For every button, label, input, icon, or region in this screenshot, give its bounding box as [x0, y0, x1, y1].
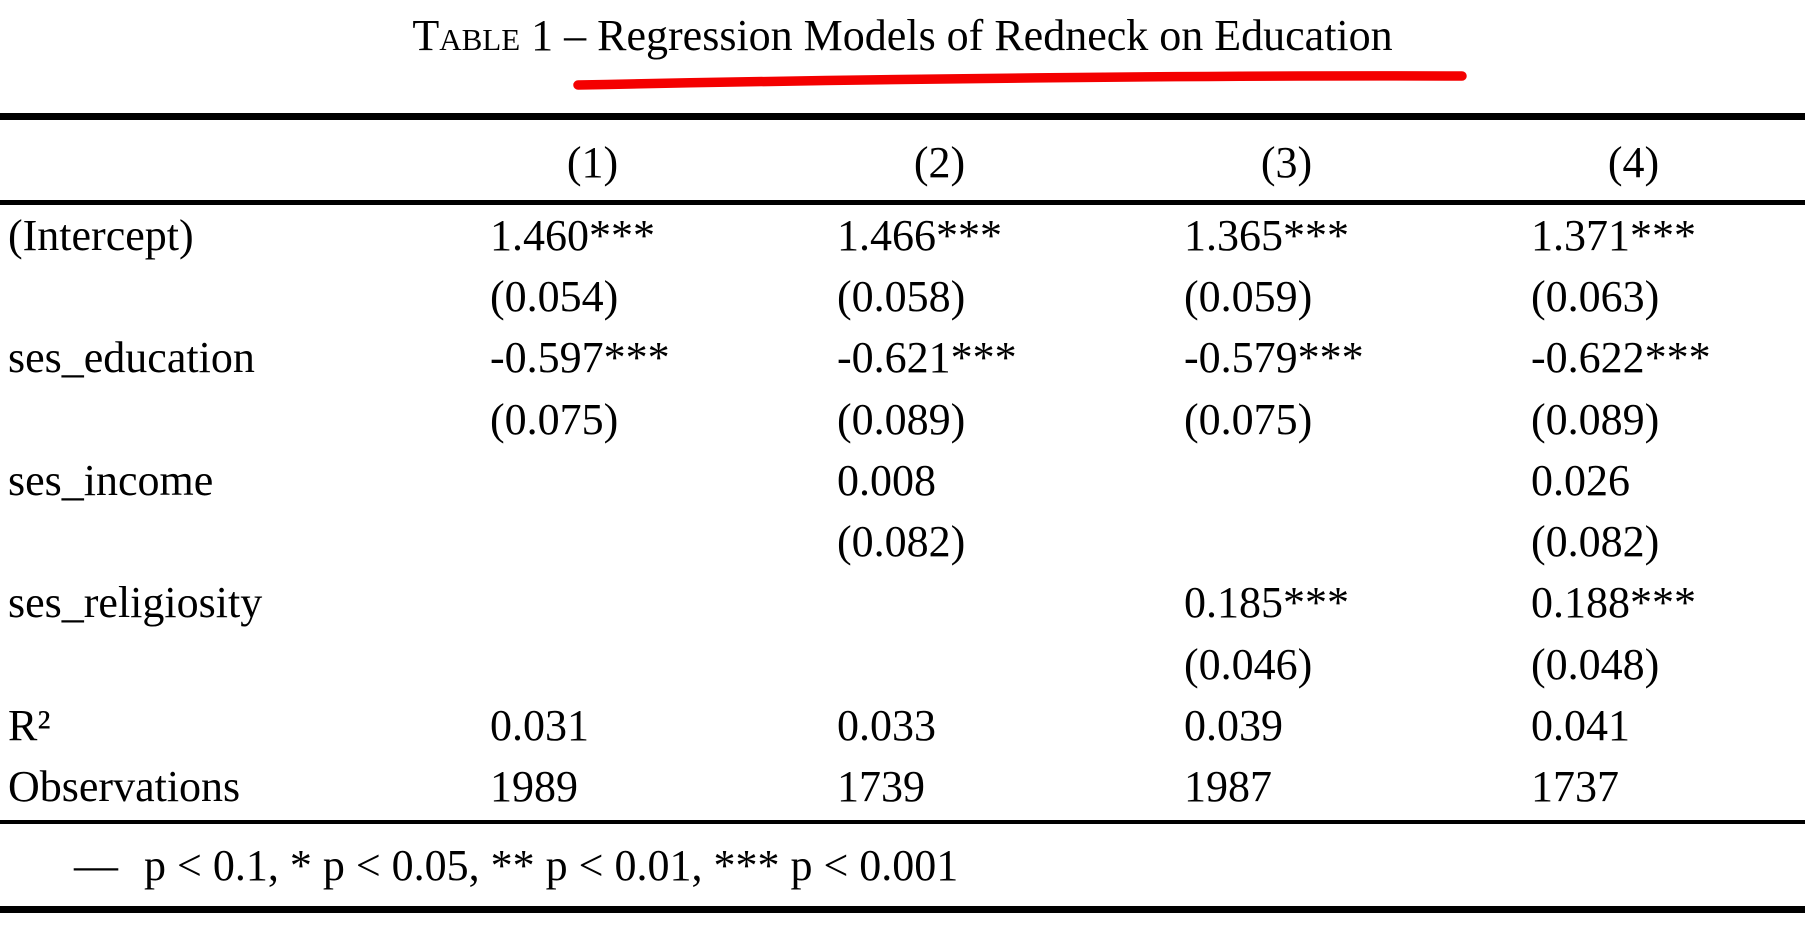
significance-note: — p < 0.1, * p < 0.05, ** p < 0.01, *** …	[0, 824, 1805, 906]
significance-note-symbol: —	[74, 840, 118, 890]
column-header-label: (3)	[1260, 137, 1313, 187]
table-cell: 0.185***	[1184, 578, 1349, 628]
row-label	[0, 389, 482, 450]
table-cell: (0.089)	[1531, 394, 1660, 444]
table-cell: 0.039	[1184, 701, 1283, 751]
column-header-label: (2)	[913, 137, 966, 187]
table-cell: -0.621***	[837, 333, 1017, 383]
table-cell: (0.089)	[837, 394, 966, 444]
row-label	[0, 266, 482, 327]
table-cell: 1739	[837, 762, 925, 812]
table-cell: -0.622***	[1531, 333, 1711, 383]
column-header-model-3: (3)	[1176, 120, 1523, 205]
table-cell: (0.063)	[1531, 271, 1660, 321]
row-label: ses_income	[8, 455, 214, 505]
bottom-rule	[0, 906, 1805, 913]
table-cell: (0.075)	[490, 394, 619, 444]
table-cell: 0.031	[490, 701, 589, 751]
table-cell	[482, 634, 829, 695]
table-cell: (0.046)	[1184, 639, 1313, 689]
table-cell	[829, 573, 1176, 634]
table-cell: 1989	[490, 762, 578, 812]
table-cell	[482, 511, 829, 572]
row-label: ses_religiosity	[8, 578, 263, 628]
regression-table: (1) (2) (3) (4) (Intercept) 1.460*** 1.4…	[0, 120, 1805, 818]
column-header-empty	[0, 120, 482, 205]
table-title-separator: –	[564, 11, 587, 60]
table-cell: 1.371***	[1531, 210, 1696, 260]
table-cell: 0.041	[1531, 701, 1630, 751]
table-cell: (0.058)	[837, 271, 966, 321]
column-header-label: (4)	[1607, 137, 1660, 187]
row-label	[0, 511, 482, 572]
top-rule	[0, 113, 1805, 120]
row-label	[0, 634, 482, 695]
table-cell: 0.188***	[1531, 578, 1696, 628]
table-cell	[829, 634, 1176, 695]
note-rule	[0, 820, 1805, 824]
table-cell: (0.059)	[1184, 271, 1313, 321]
table-cell: -0.579***	[1184, 333, 1364, 383]
table-cell: (0.082)	[837, 517, 966, 567]
column-header-model-2: (2)	[829, 120, 1176, 205]
column-header-model-4: (4)	[1523, 120, 1805, 205]
table-cell: 1737	[1531, 762, 1619, 812]
table-cell: 1.365***	[1184, 210, 1349, 260]
table-cell	[1176, 511, 1523, 572]
table-title-number: 1	[531, 11, 554, 60]
table-cell: 0.026	[1531, 455, 1630, 505]
table-cell	[1176, 450, 1523, 511]
table-cell: 1.460***	[490, 210, 655, 260]
table-cell: (0.075)	[1184, 394, 1313, 444]
column-header-model-1: (1)	[482, 120, 829, 205]
row-label: (Intercept)	[8, 210, 194, 260]
header-rule	[0, 200, 1805, 205]
table-cell: 0.033	[837, 701, 936, 751]
table-cell: (0.048)	[1531, 639, 1660, 689]
table-title: Table 1 – Regression Models of Redneck o…	[0, 10, 1805, 63]
table-title-text: Regression Models of Redneck on Educatio…	[597, 11, 1393, 60]
table-cell: 0.008	[837, 455, 936, 505]
significance-note-text: p < 0.1, * p < 0.05, ** p < 0.01, *** p …	[144, 840, 959, 890]
row-label: R²	[8, 701, 51, 751]
table-cell: 1.466***	[837, 210, 1002, 260]
table-cell: (0.054)	[490, 271, 619, 321]
table-cell: 1987	[1184, 762, 1272, 812]
table-title-label: Table	[412, 11, 521, 60]
table-cell	[482, 573, 829, 634]
table-cell: (0.082)	[1531, 517, 1660, 567]
table-cell: -0.597***	[490, 333, 670, 383]
row-label: ses_education	[8, 333, 255, 383]
red-underline-annotation	[573, 71, 1467, 90]
column-header-label: (1)	[566, 137, 619, 187]
table-cell	[482, 450, 829, 511]
row-label: Observations	[8, 762, 241, 812]
